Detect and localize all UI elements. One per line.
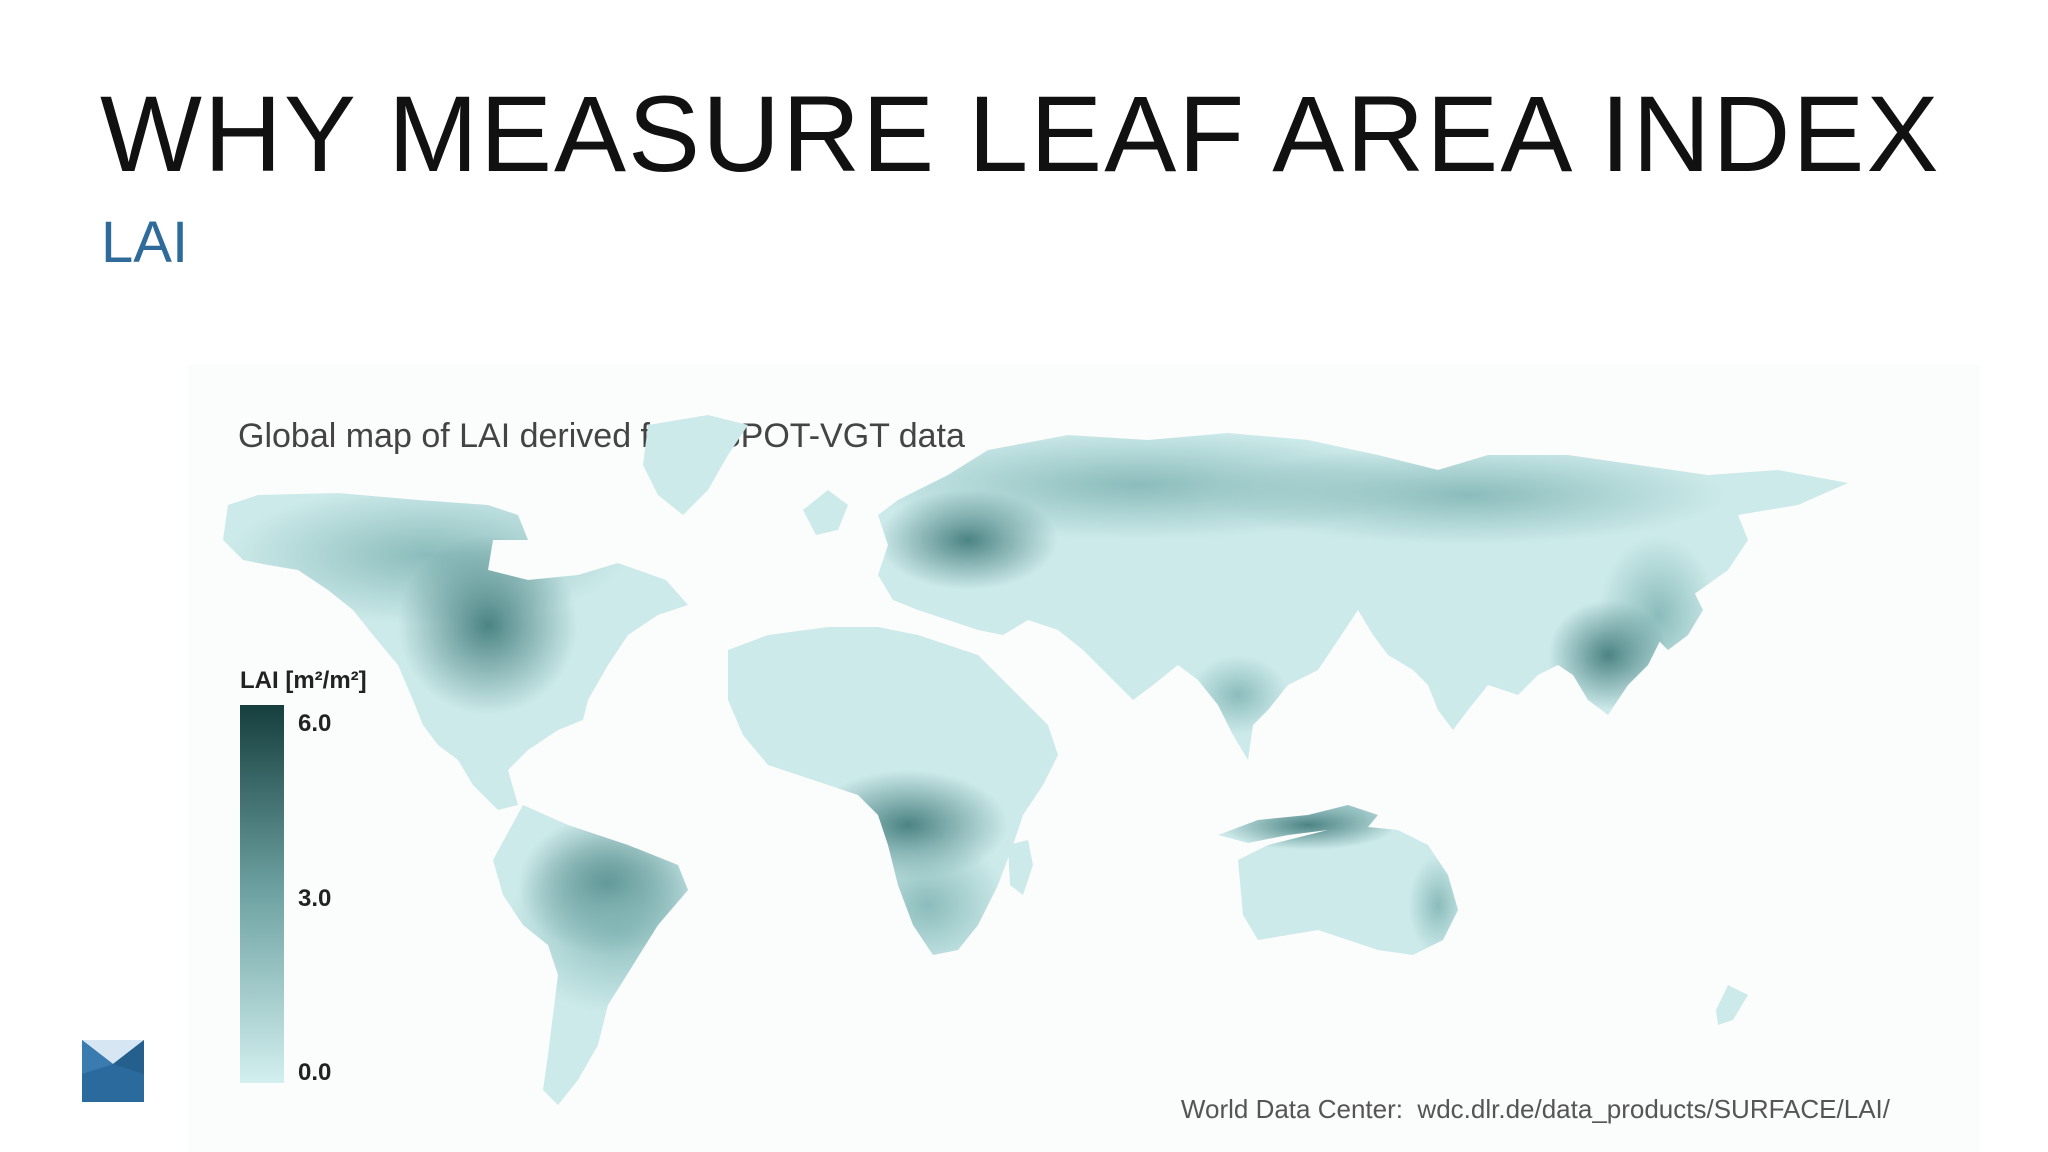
lai-map-figure: Global map of LAI derived from SPOT-VGT … (188, 365, 1980, 1152)
legend: LAI [m²/m²] 6.0 3.0 0.0 (240, 667, 367, 1086)
legend-title: LAI [m²/m²] (240, 667, 367, 694)
envelope-logo-icon (82, 1040, 144, 1102)
legend-max-label: 6.0 (298, 710, 331, 737)
data-source-credit: World Data Center: wdc.dlr.de/data_produ… (1181, 1094, 1891, 1124)
map-title: Global map of LAI derived from SPOT-VGT … (238, 417, 965, 455)
slide-title: WHY MEASURE LEAF AREA INDEX (100, 73, 1941, 194)
slide-subtitle: LAI (101, 210, 189, 275)
world-map-svg: Global map of LAI derived from SPOT-VGT … (223, 415, 1891, 1124)
land-masses (223, 415, 1848, 1105)
legend-mid-label: 3.0 (298, 885, 331, 912)
legend-min-label: 0.0 (298, 1059, 331, 1086)
legend-color-bar (240, 705, 284, 1083)
